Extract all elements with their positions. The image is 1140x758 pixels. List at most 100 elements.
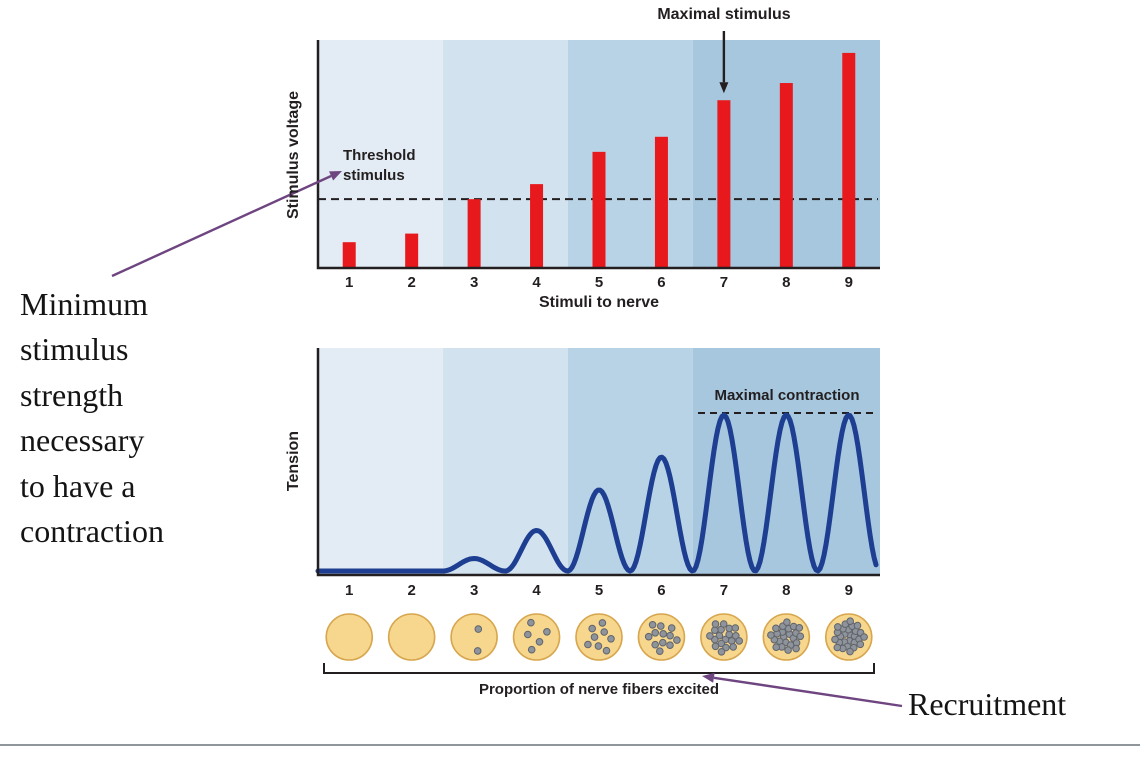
- x-tick-label: 9: [845, 274, 853, 291]
- x-tick-label: 6: [657, 274, 665, 291]
- nerve-fiber-circle: [387, 613, 436, 661]
- nerve-fiber-circle: [575, 613, 623, 661]
- excited-fiber-dot: [796, 632, 805, 641]
- recruitment-arrow-head: [702, 672, 715, 683]
- excited-fiber-dot: [846, 617, 855, 626]
- xlabel-stimuli-to-nerve: Stimuli to nerve: [538, 294, 660, 311]
- excited-fiber-dot: [659, 630, 668, 638]
- x-tick-label: 5: [595, 274, 603, 291]
- maximal-contraction-label: Maximal contraction: [714, 387, 860, 404]
- ylabel-tension: Tension: [285, 430, 302, 492]
- excited-fiber-dot: [860, 633, 868, 641]
- excited-fiber-dot: [767, 631, 775, 639]
- excited-fiber-dot: [784, 646, 792, 654]
- excited-fiber-dot: [717, 648, 726, 656]
- nerve-fiber-circle: [450, 613, 498, 661]
- stimulus-bar: [592, 151, 606, 268]
- excited-fiber-dot: [729, 643, 738, 651]
- excited-fiber-dot: [600, 628, 609, 636]
- tension-axis: [316, 348, 880, 577]
- excited-fiber-dot: [706, 632, 714, 640]
- threshold-stimulus-label: Threshold stimulus: [343, 147, 416, 184]
- excited-fiber-dot: [648, 621, 657, 629]
- ylabel-stimulus-voltage: Stimulus voltage: [285, 90, 302, 220]
- excited-fiber-dot: [584, 640, 592, 649]
- excited-fiber-dot: [831, 635, 839, 644]
- excited-fiber-dot: [602, 646, 611, 655]
- excited-fiber-dot: [795, 624, 804, 632]
- stimulus-bar: [654, 136, 668, 268]
- stimulus-bar: [405, 233, 419, 268]
- excited-fiber-dot: [527, 645, 536, 654]
- chart-band: [318, 40, 443, 268]
- excited-fiber-dot: [590, 633, 599, 641]
- stimulus-bar: [779, 83, 793, 269]
- excited-fiber-dot: [651, 640, 660, 649]
- excited-fiber-dot: [783, 618, 791, 627]
- excited-fiber-dot: [651, 629, 660, 637]
- excited-fiber-dot: [598, 619, 607, 627]
- excited-fiber-dot: [588, 624, 597, 633]
- chart-band: [318, 348, 443, 575]
- recruitment-arrow: [713, 676, 903, 708]
- excited-fiber-dot: [524, 630, 532, 639]
- excited-fiber-dot: [856, 640, 865, 649]
- excited-fiber-dot: [711, 626, 719, 635]
- excited-fiber-dot: [594, 642, 603, 650]
- stimulus-bar: [530, 184, 544, 268]
- excited-fiber-dot: [719, 620, 728, 628]
- x-tick-label: 3: [470, 274, 478, 291]
- excited-fiber-dot: [666, 631, 674, 640]
- excited-fiber-dot: [725, 624, 734, 633]
- excited-fiber-dot: [833, 643, 842, 652]
- x-tick-label: 5: [595, 582, 603, 599]
- excited-fiber-dot: [732, 632, 740, 640]
- proportion-caption: Proportion of nerve fibers excited: [478, 681, 720, 698]
- excited-fiber-dot: [711, 620, 720, 628]
- stimulus-axis: [316, 40, 880, 270]
- maximal-stimulus-arrow-head: [719, 82, 729, 94]
- excited-fiber-dot: [535, 638, 544, 646]
- excited-fiber-dot: [731, 624, 740, 632]
- stimulus-bar: [342, 242, 356, 268]
- left-note-arrow-head: [329, 171, 342, 181]
- x-tick-label: 7: [720, 274, 728, 291]
- excited-fiber-dot: [656, 647, 664, 656]
- stimulus-bar: [717, 100, 731, 269]
- left-note-arrow: [111, 174, 332, 278]
- excited-fiber-dot: [607, 635, 615, 643]
- x-tick-label: 6: [657, 582, 665, 599]
- x-tick-label: 9: [845, 582, 853, 599]
- excited-fiber-dot: [474, 625, 483, 633]
- excited-fiber-dot: [834, 623, 842, 631]
- excited-fiber-dot: [711, 642, 720, 651]
- excited-fiber-dot: [473, 647, 482, 655]
- x-tick-label: 4: [532, 274, 541, 291]
- x-tick-label: 1: [345, 582, 353, 599]
- stimulus-bar: [467, 199, 481, 268]
- x-tick-label: 2: [407, 274, 415, 291]
- chart-band: [442, 40, 568, 268]
- footer-divider: [0, 744, 1140, 746]
- chart-band: [567, 40, 693, 268]
- maximal-stimulus-label: Maximal stimulus: [657, 6, 791, 23]
- tension-curve: [315, 412, 879, 574]
- chart-band: [692, 348, 880, 575]
- x-tick-label: 7: [720, 582, 728, 599]
- nerve-fiber-circle: [512, 613, 561, 661]
- x-tick-label: 8: [782, 582, 790, 599]
- excited-fiber-dot: [667, 624, 676, 632]
- excited-fiber-dot: [543, 628, 551, 636]
- x-tick-label: 3: [470, 582, 478, 599]
- excited-fiber-dot: [772, 643, 781, 652]
- excited-fiber-dot: [666, 641, 674, 650]
- stimulus-bar: [842, 52, 856, 269]
- nerve-fiber-circle: [325, 613, 374, 661]
- excited-fiber-dot: [527, 618, 535, 627]
- excited-fiber-dot: [673, 636, 681, 644]
- excited-fiber-dot: [644, 632, 653, 641]
- x-tick-label: 2: [407, 582, 415, 599]
- excited-fiber-dot: [846, 647, 854, 656]
